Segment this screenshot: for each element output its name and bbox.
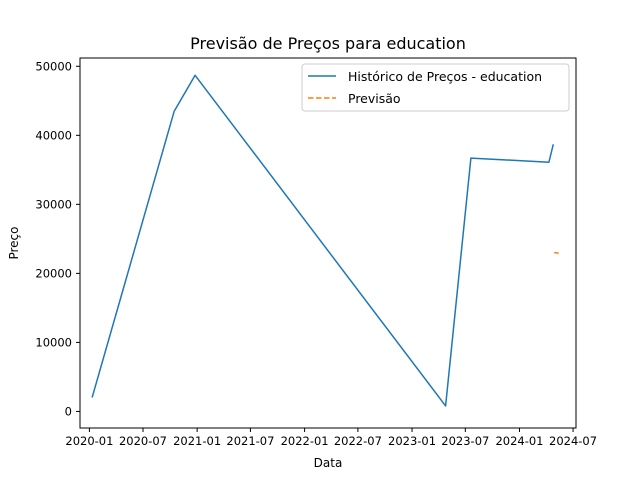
x-tick-label: 2020-01 <box>65 434 113 448</box>
y-axis-ticks: 0 10000 20000 30000 40000 50000 <box>35 59 80 418</box>
x-tick-label: 2020-07 <box>119 434 167 448</box>
y-tick-label: 50000 <box>35 59 72 73</box>
y-tick-label: 40000 <box>35 128 72 142</box>
x-tick-label: 2023-07 <box>441 434 489 448</box>
legend-label-previsao: Previsão <box>348 91 401 106</box>
x-tick-label: 2022-07 <box>334 434 382 448</box>
series-line-historico <box>91 74 555 407</box>
x-axis-ticks: 2020-01 2020-07 2021-01 2021-07 2022-01 2022-… <box>65 428 597 448</box>
series-line-previsao <box>554 251 559 255</box>
x-tick-label: 2023-01 <box>388 434 436 448</box>
y-tick-label: 20000 <box>35 266 72 280</box>
x-tick-label: 2022-01 <box>281 434 329 448</box>
x-tick-label: 2024-07 <box>549 434 597 448</box>
y-tick-label: 0 <box>65 404 72 418</box>
x-tick-label: 2021-07 <box>226 434 274 448</box>
plot-area <box>79 57 577 429</box>
x-axis-label: Data <box>314 456 343 470</box>
chart-title: Previsão de Preços para education <box>190 34 466 53</box>
y-tick-label: 30000 <box>35 197 72 211</box>
y-tick-label: 10000 <box>35 335 72 349</box>
x-tick-label: 2024-01 <box>495 434 543 448</box>
series-layer <box>91 74 559 407</box>
legend-box <box>301 63 570 112</box>
x-tick-label: 2021-01 <box>173 434 221 448</box>
legend: Histórico de Preços - education Previsão <box>301 63 570 112</box>
legend-label-historico: Histórico de Preços - education <box>348 69 542 84</box>
y-axis-label: Preço <box>7 226 21 259</box>
